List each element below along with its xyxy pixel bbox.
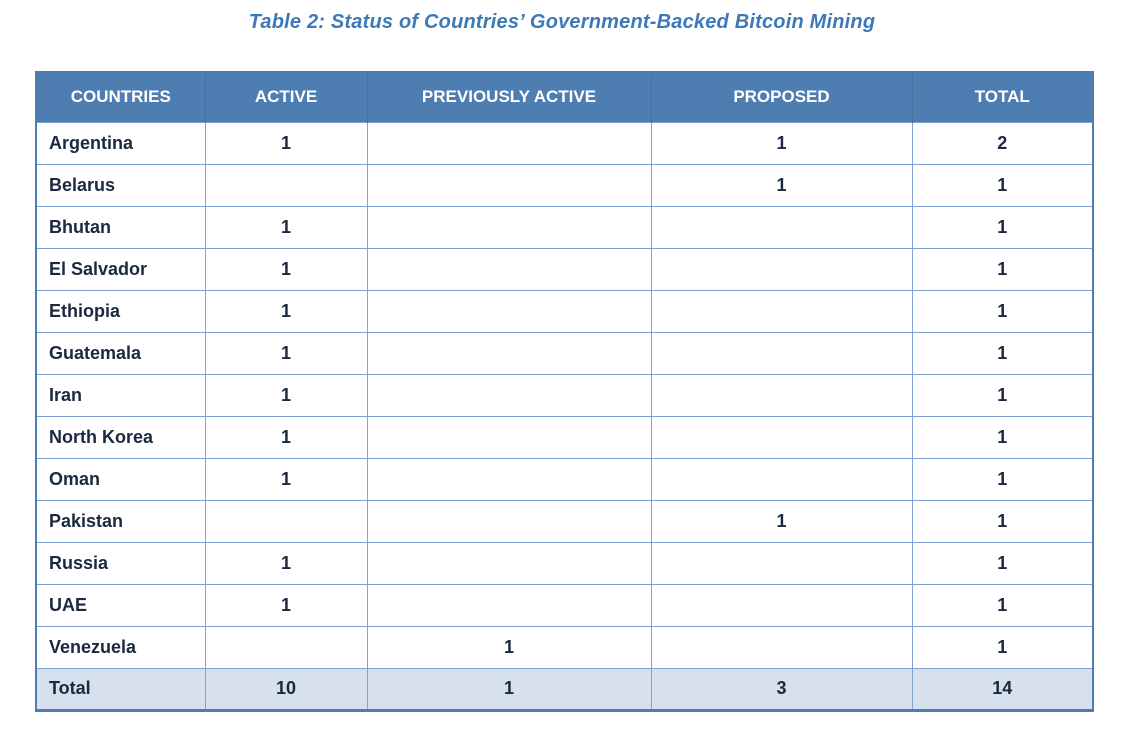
- proposed-cell: [650, 625, 913, 669]
- total-cell: 1: [911, 541, 1094, 585]
- total-cell: 1: [911, 163, 1094, 207]
- total-cell: 1: [911, 457, 1094, 501]
- total-cell: 1: [911, 499, 1094, 543]
- country-cell: Venezuela: [35, 625, 206, 669]
- previously-active-cell: [366, 415, 652, 459]
- active-cell: [204, 163, 368, 207]
- table-row: North Korea 1 1: [35, 415, 1094, 459]
- previously-active-cell: [366, 331, 652, 375]
- header-previously-active: PREVIOUSLY ACTIVE: [366, 72, 651, 122]
- country-cell: Guatemala: [35, 331, 206, 375]
- active-cell: 1: [204, 541, 368, 585]
- country-cell: Iran: [35, 373, 206, 417]
- active-cell: 1: [204, 583, 368, 627]
- active-cell: [204, 499, 368, 543]
- table-header: COUNTRIES ACTIVE PREVIOUSLY ACTIVE PROPO…: [36, 72, 1093, 122]
- total-cell: 1: [911, 331, 1094, 375]
- previously-active-cell: [366, 289, 652, 333]
- proposed-cell: [650, 415, 913, 459]
- total-cell: 2: [911, 121, 1094, 165]
- table-row: UAE 1 1: [35, 583, 1094, 627]
- total-cell: 1: [911, 373, 1094, 417]
- proposed-cell: [650, 247, 913, 291]
- country-cell: Bhutan: [35, 205, 206, 249]
- proposed-cell: [650, 541, 913, 585]
- table-row: Russia 1 1: [35, 541, 1094, 585]
- header-active: ACTIVE: [204, 72, 367, 122]
- header-proposed: PROPOSED: [650, 72, 912, 122]
- header-countries: COUNTRIES: [36, 72, 205, 122]
- country-cell: Belarus: [35, 163, 206, 207]
- active-cell: 1: [204, 415, 368, 459]
- proposed-cell: [650, 331, 913, 375]
- total-cell: 1: [911, 247, 1094, 291]
- active-cell: 1: [204, 289, 368, 333]
- previously-active-cell: [366, 205, 652, 249]
- country-cell: Pakistan: [35, 499, 206, 543]
- country-cell: Russia: [35, 541, 206, 585]
- previously-active-cell: [366, 121, 652, 165]
- table-row: Belarus 1 1: [35, 163, 1094, 207]
- active-cell: 1: [204, 205, 368, 249]
- total-cell: 1: [911, 205, 1094, 249]
- active-cell: 1: [204, 121, 368, 165]
- table-row: El Salvador 1 1: [35, 247, 1094, 291]
- proposed-cell: [650, 583, 913, 627]
- proposed-cell: 1: [650, 499, 913, 543]
- proposed-cell: 1: [650, 121, 913, 165]
- total-cell: 1: [911, 625, 1094, 669]
- country-cell: Argentina: [35, 121, 206, 165]
- total-active-cell: 10: [204, 667, 368, 711]
- previously-active-cell: [366, 583, 652, 627]
- table-row: Oman 1 1: [35, 457, 1094, 501]
- proposed-cell: [650, 457, 913, 501]
- table-row: Pakistan 1 1: [35, 499, 1094, 543]
- table-body: Argentina 1 1 2 Belarus 1 1 Bhutan 1 1 E…: [35, 121, 1094, 711]
- total-total-cell: 14: [911, 667, 1094, 711]
- previously-active-cell: [366, 499, 652, 543]
- country-cell: Ethiopia: [35, 289, 206, 333]
- total-previously-active-cell: 1: [366, 667, 652, 711]
- total-cell: 1: [911, 289, 1094, 333]
- total-cell: 1: [911, 415, 1094, 459]
- total-label-cell: Total: [35, 667, 206, 711]
- country-cell: Oman: [35, 457, 206, 501]
- proposed-cell: [650, 373, 913, 417]
- previously-active-cell: [366, 373, 652, 417]
- table-row: Guatemala 1 1: [35, 331, 1094, 375]
- table-row: Iran 1 1: [35, 373, 1094, 417]
- previously-active-cell: [366, 541, 652, 585]
- country-cell: El Salvador: [35, 247, 206, 291]
- total-proposed-cell: 3: [650, 667, 913, 711]
- previously-active-cell: [366, 247, 652, 291]
- proposed-cell: [650, 289, 913, 333]
- active-cell: 1: [204, 331, 368, 375]
- header-total: TOTAL: [911, 72, 1093, 122]
- header-row: COUNTRIES ACTIVE PREVIOUSLY ACTIVE PROPO…: [36, 72, 1093, 122]
- table-row: Argentina 1 1 2: [35, 121, 1094, 165]
- proposed-cell: [650, 205, 913, 249]
- total-cell: 1: [911, 583, 1094, 627]
- country-cell: North Korea: [35, 415, 206, 459]
- table-row: Ethiopia 1 1: [35, 289, 1094, 333]
- previously-active-cell: [366, 163, 652, 207]
- active-cell: 1: [204, 457, 368, 501]
- active-cell: 1: [204, 373, 368, 417]
- table-total-row: Total 10 1 3 14: [35, 667, 1094, 711]
- table-row: Venezuela 1 1: [35, 625, 1094, 669]
- previously-active-cell: 1: [366, 625, 652, 669]
- proposed-cell: 1: [650, 163, 913, 207]
- table-row: Bhutan 1 1: [35, 205, 1094, 249]
- active-cell: [204, 625, 368, 669]
- bitcoin-mining-status-table: COUNTRIES ACTIVE PREVIOUSLY ACTIVE PROPO…: [35, 71, 1094, 712]
- country-cell: UAE: [35, 583, 206, 627]
- active-cell: 1: [204, 247, 368, 291]
- previously-active-cell: [366, 457, 652, 501]
- table-caption: Table 2: Status of Countries’ Government…: [248, 11, 876, 33]
